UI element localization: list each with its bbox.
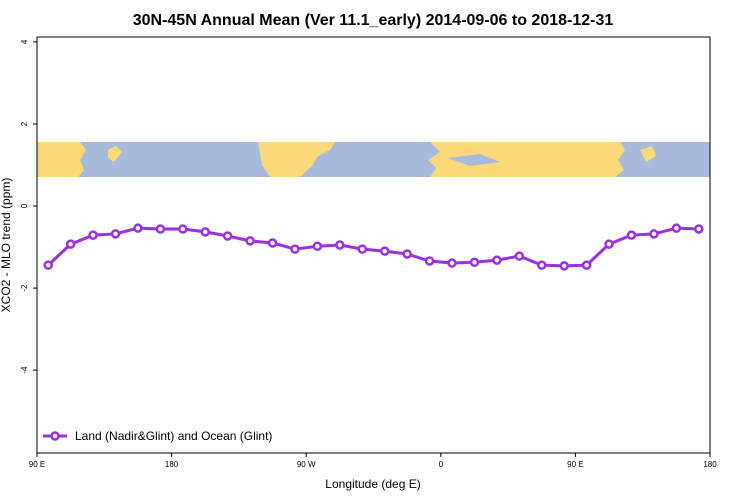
point <box>379 246 390 256</box>
point <box>155 224 166 234</box>
chart-title: 30N-45N Annual Mean (Ver 11.1_early) 201… <box>133 12 614 29</box>
point <box>604 239 614 249</box>
point <box>537 260 547 270</box>
point <box>267 238 278 248</box>
point <box>200 227 210 237</box>
land <box>108 146 122 162</box>
point <box>671 223 682 233</box>
y-tick-label: -2 <box>20 284 29 292</box>
land <box>37 142 86 177</box>
x-tick-label: 180 <box>165 460 179 469</box>
point <box>133 223 143 233</box>
x-tick-label: 90 W <box>297 460 316 469</box>
point <box>222 231 233 241</box>
y-tick-label: 2 <box>20 121 29 126</box>
map-band <box>37 142 710 177</box>
point <box>110 229 121 239</box>
land <box>428 142 625 177</box>
point <box>447 258 457 268</box>
point <box>559 261 569 271</box>
point <box>626 230 637 240</box>
land <box>258 142 335 177</box>
legend-label: Land (Nadir&Glint) and Ocean (Glint) <box>75 429 272 443</box>
point <box>514 251 525 261</box>
point <box>694 224 704 234</box>
point <box>402 249 412 259</box>
point <box>88 230 98 240</box>
point <box>492 255 502 265</box>
point <box>245 236 255 246</box>
x-tick-label: 0 <box>439 460 444 469</box>
x-axis-label: Longitude (deg E) <box>325 477 420 491</box>
point <box>178 224 188 234</box>
legend-marker <box>50 431 60 441</box>
point <box>357 244 368 254</box>
land <box>640 146 656 162</box>
y-tick-label: 4 <box>20 39 29 44</box>
x-tick-label: 90 E <box>567 460 583 469</box>
x-tick-label: 90 E <box>29 460 45 469</box>
point <box>649 229 659 239</box>
sea <box>448 154 500 166</box>
point <box>290 244 300 254</box>
point <box>424 256 435 266</box>
point <box>335 240 345 250</box>
point <box>469 257 480 267</box>
point <box>312 241 323 251</box>
point <box>43 260 53 270</box>
point <box>581 260 592 270</box>
y-axis-label: XCO2 - MLO trend (ppm) <box>0 178 13 313</box>
plot-frame <box>36 36 711 454</box>
point <box>65 239 76 249</box>
y-tick-label: 0 <box>20 203 29 208</box>
x-tick-label: 180 <box>703 460 717 469</box>
y-tick-label: -4 <box>20 366 29 374</box>
